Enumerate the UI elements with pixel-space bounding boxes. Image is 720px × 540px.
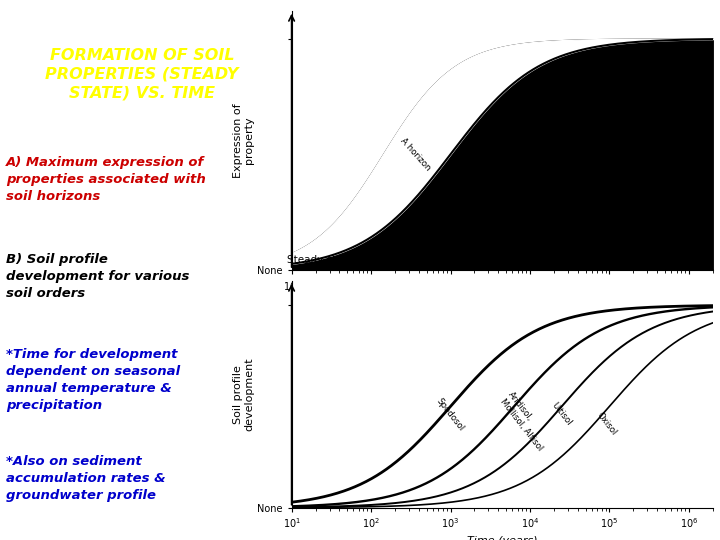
Text: Spodosol: Spodosol [435, 397, 466, 433]
Text: Ultisol: Ultisol [550, 401, 573, 427]
Text: Oxisol: Oxisol [595, 411, 618, 437]
Text: *Also on sediment
accumulation rates &
groundwater profile: *Also on sediment accumulation rates & g… [6, 455, 166, 502]
Text: (A): (A) [492, 301, 513, 314]
Text: FORMATION OF SOIL
PROPERTIES (STEADY
STATE) VS. TIME: FORMATION OF SOIL PROPERTIES (STEADY STA… [45, 48, 239, 100]
Y-axis label: Expression of
property: Expression of property [233, 103, 254, 178]
Text: Bt, Bk, K horizons: Bt, Bk, K horizons [531, 148, 589, 211]
Text: Cambic horizon: Cambic horizon [465, 144, 516, 199]
Text: Aridisol,
Mollisol, Alfisol: Aridisol, Mollisol, Alfisol [498, 390, 552, 452]
Text: A) Maximum expression of
properties associated with
soil horizons: A) Maximum expression of properties asso… [6, 156, 205, 203]
Text: B) Soil profile
development for various
soil orders: B) Soil profile development for various … [6, 253, 189, 300]
Text: Oxic horizon: Oxic horizon [603, 160, 646, 206]
Y-axis label: Soil profile
development: Soil profile development [233, 357, 254, 431]
Text: A horizon: A horizon [399, 137, 433, 173]
X-axis label: Time (years): Time (years) [467, 536, 538, 540]
Text: *Time for development
dependent on seasonal
annual temperature &
precipitation: *Time for development dependent on seaso… [6, 348, 180, 412]
Text: Steady state: Steady state [287, 255, 354, 265]
